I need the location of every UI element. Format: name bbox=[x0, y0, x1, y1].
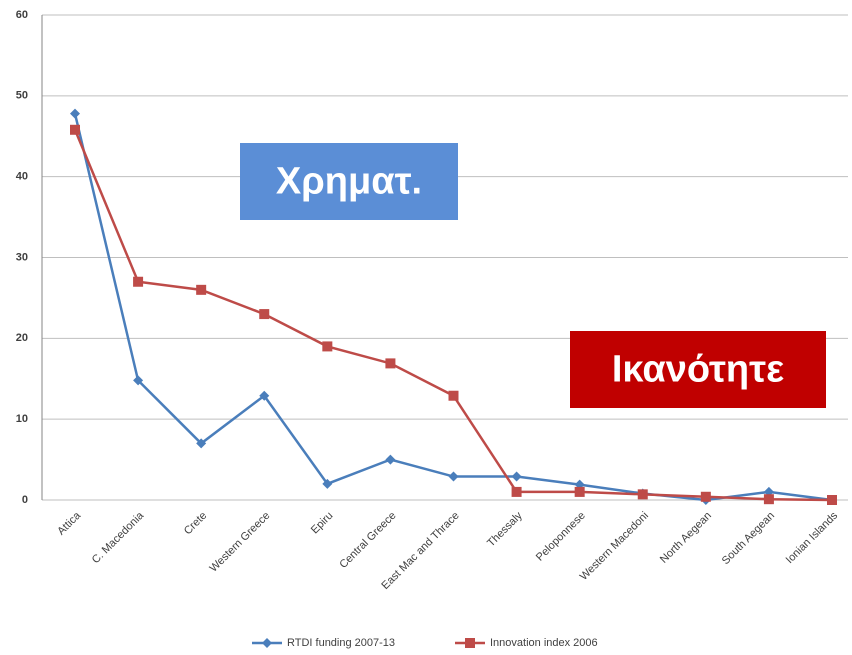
marker bbox=[133, 276, 144, 287]
legend-label: RTDI funding 2007-13 bbox=[287, 637, 395, 649]
x-tick-label: Ionian Islands bbox=[784, 509, 841, 566]
marker bbox=[322, 478, 333, 489]
marker bbox=[385, 454, 396, 465]
marker bbox=[448, 471, 459, 482]
y-tick-label: 60 bbox=[16, 9, 28, 21]
marker bbox=[70, 108, 80, 119]
legend-marker bbox=[465, 638, 475, 648]
marker bbox=[385, 358, 396, 369]
marker bbox=[511, 486, 522, 497]
marker bbox=[259, 309, 270, 320]
x-tick-label: Western Greece bbox=[207, 510, 272, 575]
y-tick-label: 40 bbox=[16, 171, 28, 183]
marker bbox=[133, 375, 144, 386]
y-tick-label: 20 bbox=[16, 332, 28, 344]
marker bbox=[70, 124, 80, 135]
y-tick-label: 0 bbox=[22, 494, 28, 506]
legend-label: Innovation index 2006 bbox=[490, 637, 598, 649]
annotation-text: Χρηματ. bbox=[276, 161, 422, 203]
marker bbox=[196, 284, 207, 295]
marker bbox=[763, 494, 774, 505]
marker bbox=[574, 486, 585, 497]
x-tick-label: Crete bbox=[182, 510, 210, 538]
marker bbox=[448, 390, 459, 401]
marker bbox=[637, 489, 648, 500]
y-tick-label: 50 bbox=[16, 90, 28, 102]
x-tick-label: Western Macedoni bbox=[578, 510, 651, 583]
marker bbox=[259, 390, 270, 401]
x-tick-label: North Aegean bbox=[658, 510, 714, 566]
x-tick-label: Thessaly bbox=[485, 509, 525, 549]
x-tick-label: Peloponnese bbox=[534, 510, 588, 564]
annotation-box bbox=[240, 143, 458, 220]
marker bbox=[827, 495, 837, 505]
x-tick-label: Epiru bbox=[309, 510, 336, 537]
marker bbox=[322, 341, 333, 352]
y-tick-label: 30 bbox=[16, 251, 28, 263]
annotation-box bbox=[570, 331, 826, 408]
marker bbox=[196, 438, 207, 449]
marker bbox=[700, 491, 711, 502]
x-tick-label: Central Greece bbox=[337, 510, 398, 571]
y-tick-label: 10 bbox=[16, 413, 28, 425]
x-tick-label: South Aegean bbox=[720, 510, 777, 567]
annotation-text: Ικανότητε bbox=[612, 349, 784, 391]
legend-marker bbox=[262, 638, 272, 648]
x-tick-label: Attica bbox=[55, 509, 84, 538]
x-tick-label: C. Macedonia bbox=[90, 509, 147, 566]
marker bbox=[511, 471, 522, 482]
